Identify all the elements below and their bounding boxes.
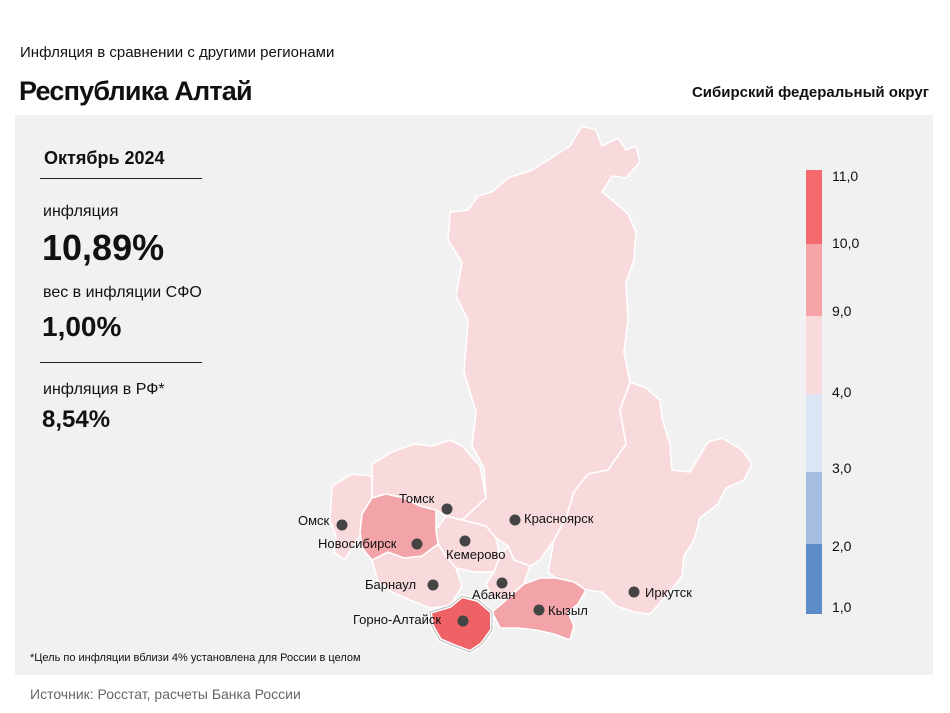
- source-note: Источник: Росстат, расчеты Банка России: [30, 686, 301, 702]
- city-markers: Томск Омск Новосибирск Кемерово Краснояр…: [298, 491, 692, 627]
- period-label: Октябрь 2024: [44, 148, 165, 168]
- city-dot: [411, 538, 423, 550]
- legend-tick: 4,0: [832, 384, 852, 400]
- legend-band: [806, 544, 822, 614]
- region-irkutsk: [547, 381, 753, 615]
- legend-tick: 9,0: [832, 303, 852, 319]
- city-label: Омск: [298, 513, 330, 528]
- color-legend: 11,0 10,0 9,0 4,0 3,0 2,0 1,0: [806, 168, 859, 615]
- city-label: Абакан: [472, 587, 515, 602]
- legend-tick: 3,0: [832, 460, 852, 476]
- region-omsk: [329, 473, 373, 561]
- inflation-value: 10,89%: [42, 227, 165, 268]
- city-dot: [496, 577, 508, 589]
- city-label: Томск: [399, 491, 435, 506]
- city-novosibirsk: Новосибирск: [318, 536, 423, 551]
- city-dot: [427, 579, 439, 591]
- city-label: Кызыл: [548, 603, 588, 618]
- legend-band: [806, 170, 822, 244]
- region-halo: [429, 595, 493, 653]
- city-dot: [533, 604, 545, 616]
- rf-inflation-value: 8,54%: [42, 406, 111, 433]
- city-omsk: Омск: [298, 513, 348, 531]
- rf-inflation-label: инфляция в РФ*: [43, 381, 165, 398]
- divider: [40, 178, 202, 179]
- city-dot: [509, 514, 521, 526]
- footnote: *Цель по инфляции вблизи 4% установлена …: [30, 652, 361, 664]
- city-abakan: Абакан: [472, 577, 515, 602]
- city-irkutsk: Иркутск: [628, 585, 692, 600]
- city-dot: [628, 586, 640, 598]
- region-khakassia: [485, 545, 531, 601]
- legend-tick: 1,0: [832, 599, 852, 615]
- weight-value: 1,00%: [42, 311, 122, 342]
- city-dot: [441, 503, 453, 515]
- city-label: Новосибирск: [318, 536, 397, 551]
- city-label: Горно-Алтайск: [353, 612, 441, 627]
- page-title: Республика Алтай: [19, 76, 253, 106]
- legend-tick: 2,0: [832, 538, 852, 554]
- city-dot: [457, 615, 469, 627]
- legend-tick: 11,0: [832, 168, 858, 184]
- divider: [40, 362, 202, 363]
- city-barnaul: Барнаул: [365, 577, 439, 592]
- legend-band: [806, 472, 822, 544]
- weight-label: вес в инфляции СФО: [43, 284, 202, 301]
- city-label: Красноярск: [524, 511, 594, 526]
- legend-tick: 10,0: [832, 235, 859, 251]
- city-label: Кемерово: [446, 547, 505, 562]
- city-label: Барнаул: [365, 577, 416, 592]
- city-tomsk: Томск: [399, 491, 453, 515]
- city-kyzyl: Кызыл: [533, 603, 588, 618]
- subtitle: Инфляция в сравнении с другими регионами: [20, 44, 335, 61]
- legend-band: [806, 316, 822, 394]
- city-dot: [336, 519, 348, 531]
- city-gorno-altaysk: Горно-Алтайск: [353, 612, 469, 627]
- legend-band: [806, 244, 822, 316]
- city-label: Иркутск: [645, 585, 692, 600]
- legend-band: [806, 394, 822, 472]
- city-krasnoyarsk: Красноярск: [509, 511, 594, 526]
- inflation-label: инфляция: [43, 203, 119, 220]
- city-kemerovo: Кемерово: [446, 535, 505, 562]
- district-label: Сибирский федеральный округ: [691, 84, 929, 101]
- city-dot: [459, 535, 471, 547]
